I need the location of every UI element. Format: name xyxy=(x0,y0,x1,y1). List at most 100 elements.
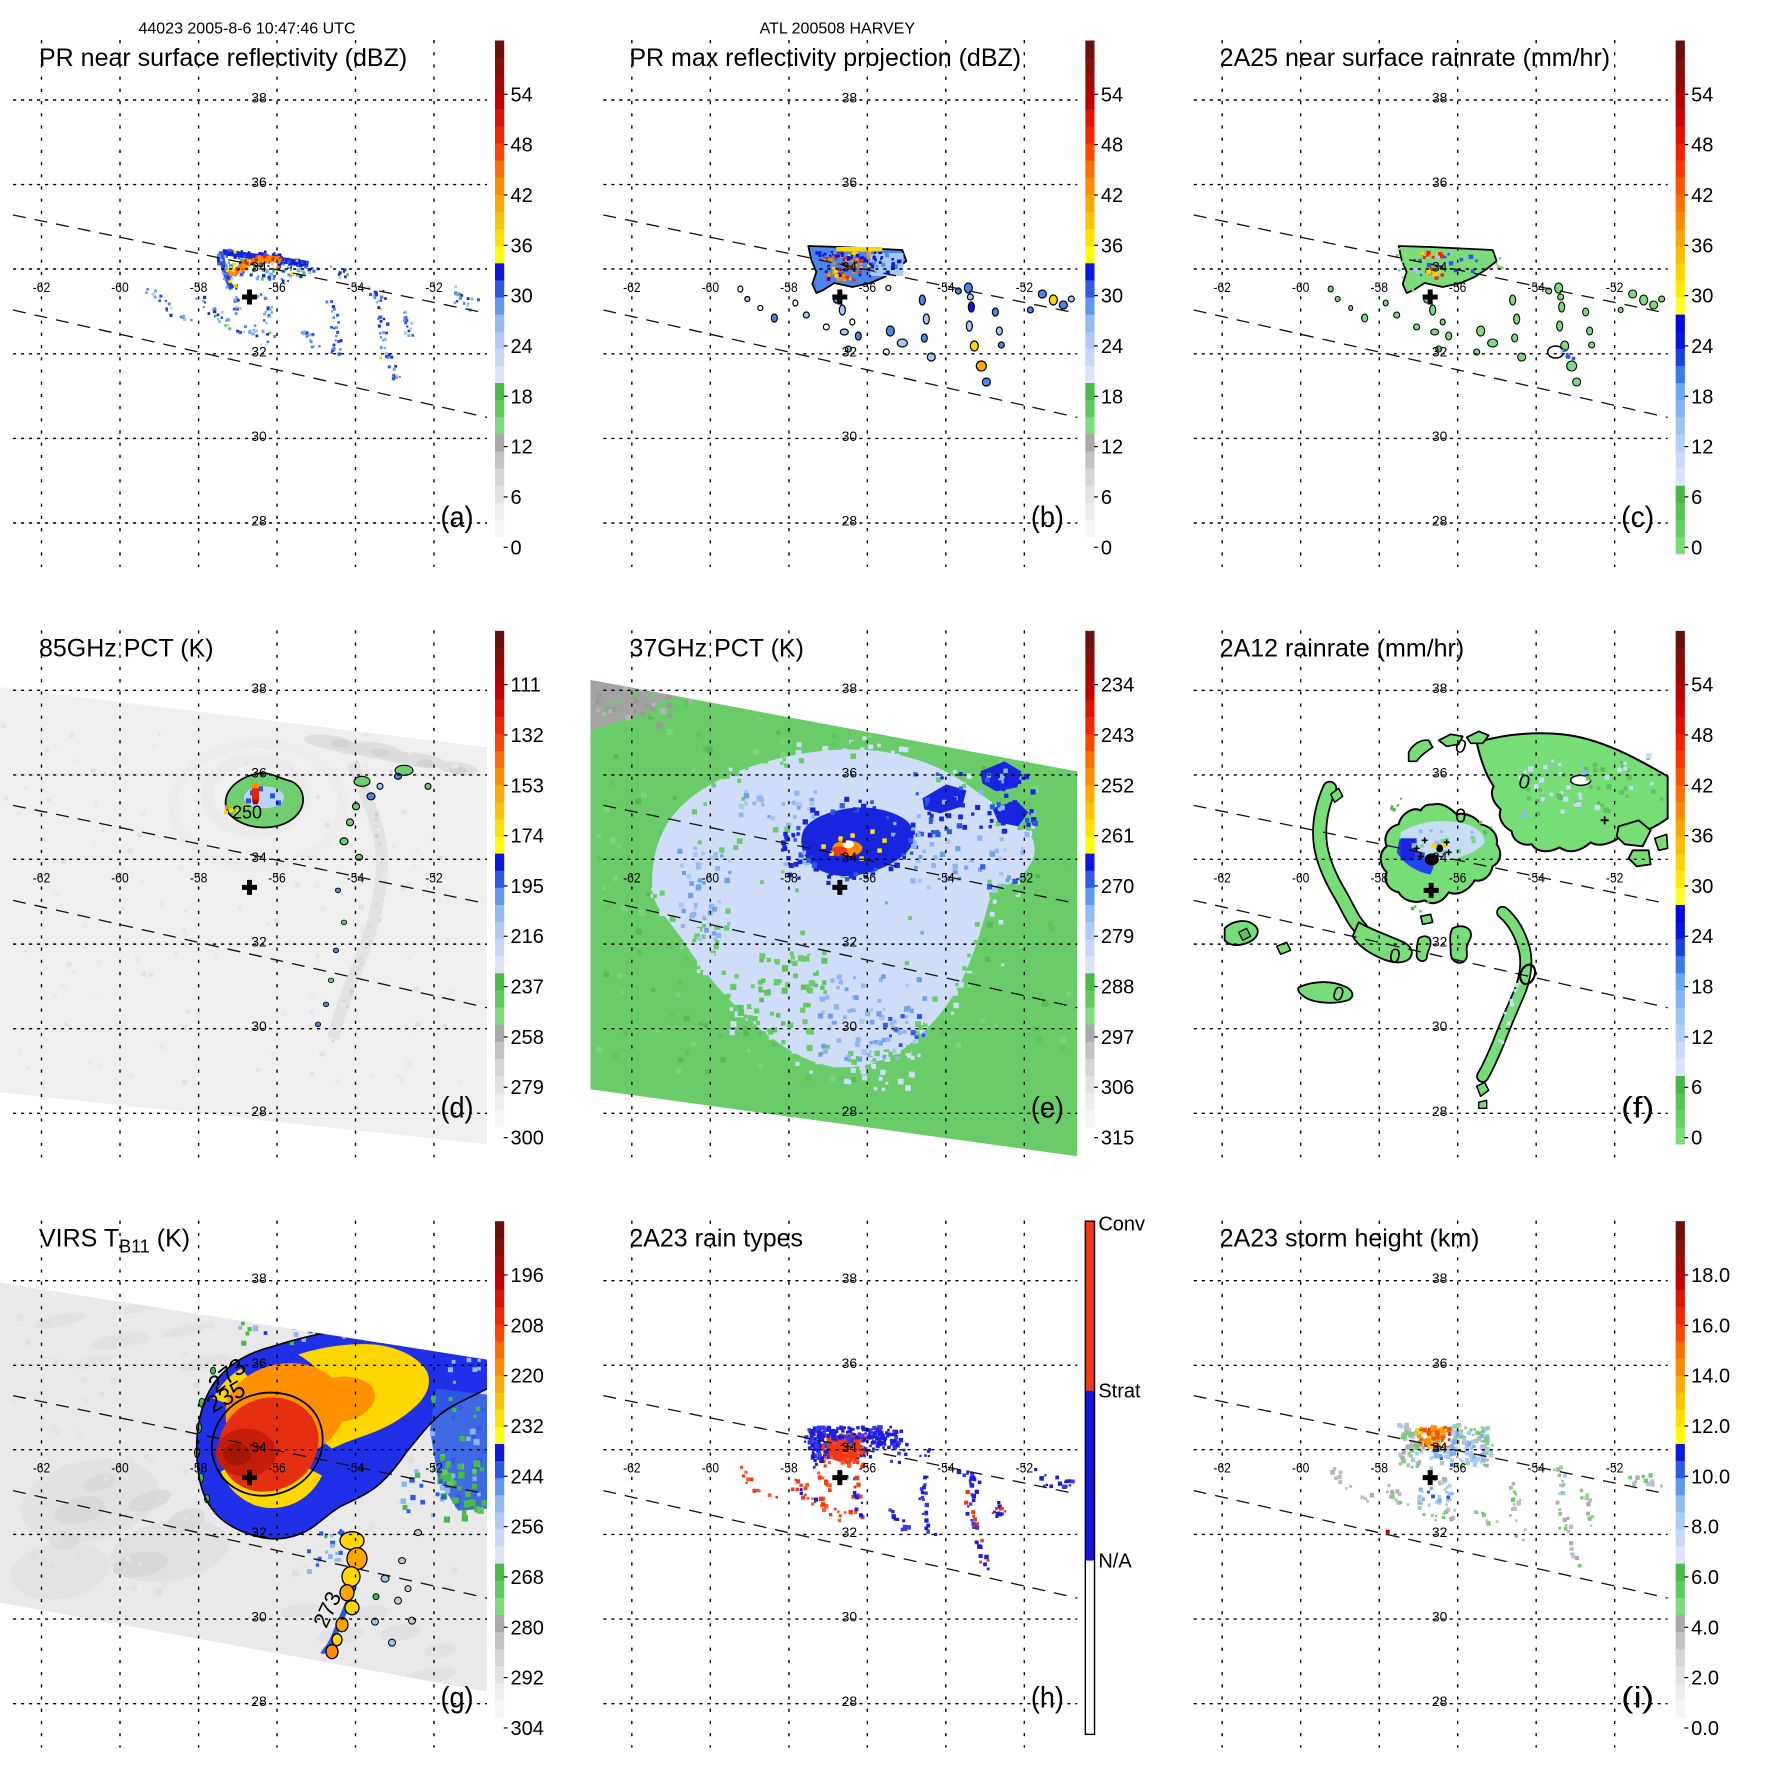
svg-text:-62: -62 xyxy=(33,869,51,885)
svg-text:12: 12 xyxy=(1691,437,1713,459)
svg-text:8.0: 8.0 xyxy=(1691,1517,1719,1539)
svg-text:36: 36 xyxy=(251,764,267,780)
svg-text:2A25 near surface rainrate (mm: 2A25 near surface rainrate (mm/hr) xyxy=(1220,44,1610,72)
svg-text:30: 30 xyxy=(251,428,267,444)
svg-text:30: 30 xyxy=(1432,1018,1448,1034)
svg-text:-62: -62 xyxy=(33,279,51,295)
svg-text:42: 42 xyxy=(1101,185,1123,207)
svg-text:-56: -56 xyxy=(1449,279,1467,295)
svg-text:28: 28 xyxy=(251,513,267,529)
svg-text:-56: -56 xyxy=(859,1460,877,1476)
svg-text:30: 30 xyxy=(1691,286,1713,308)
svg-text:279: 279 xyxy=(1101,926,1134,948)
svg-text:54: 54 xyxy=(1691,675,1713,697)
svg-text:195: 195 xyxy=(511,876,544,898)
svg-text:18.0: 18.0 xyxy=(1691,1265,1730,1287)
svg-text:10.0: 10.0 xyxy=(1691,1466,1730,1488)
svg-text:232: 232 xyxy=(511,1416,544,1438)
svg-text:18: 18 xyxy=(1691,977,1713,999)
svg-text:306: 306 xyxy=(1101,1077,1134,1099)
svg-text:-54: -54 xyxy=(1527,869,1545,885)
svg-text:2.0: 2.0 xyxy=(1691,1668,1719,1690)
svg-text:(i): (i) xyxy=(1621,1682,1654,1715)
svg-text:32: 32 xyxy=(1432,343,1448,359)
svg-text:32: 32 xyxy=(842,934,858,950)
svg-text:12: 12 xyxy=(511,437,533,459)
svg-text:24: 24 xyxy=(1101,336,1123,358)
svg-text:12: 12 xyxy=(1691,1027,1713,1049)
svg-text:-52: -52 xyxy=(425,1460,443,1476)
svg-text:36: 36 xyxy=(1432,1355,1448,1371)
svg-text:279: 279 xyxy=(511,1077,544,1099)
svg-text:(a): (a) xyxy=(441,501,474,534)
svg-text:-56: -56 xyxy=(859,869,877,885)
svg-text:0: 0 xyxy=(1691,537,1702,559)
svg-text:-56: -56 xyxy=(1449,1460,1467,1476)
svg-text:-54: -54 xyxy=(347,1460,365,1476)
svg-text:-54: -54 xyxy=(1527,1460,1545,1476)
svg-text:32: 32 xyxy=(251,1524,267,1540)
svg-text:36: 36 xyxy=(842,174,858,190)
svg-text:34: 34 xyxy=(842,259,858,275)
svg-text:234: 234 xyxy=(1101,675,1134,697)
svg-text:-60: -60 xyxy=(111,869,129,885)
svg-text:(h): (h) xyxy=(1031,1682,1064,1715)
svg-text:38: 38 xyxy=(842,90,858,106)
svg-text:Conv: Conv xyxy=(1098,1214,1145,1236)
svg-text:(g): (g) xyxy=(441,1682,474,1715)
svg-text:6: 6 xyxy=(511,487,522,509)
svg-text:32: 32 xyxy=(842,1524,858,1540)
svg-text:42: 42 xyxy=(1691,185,1713,207)
svg-text:PR max reflectivity projection: PR max reflectivity projection (dBZ) xyxy=(629,44,1021,72)
svg-text:30: 30 xyxy=(511,286,533,308)
svg-text:48: 48 xyxy=(511,135,533,157)
svg-text:34: 34 xyxy=(251,849,267,865)
svg-text:34: 34 xyxy=(842,849,858,865)
svg-text:6.0: 6.0 xyxy=(1691,1567,1719,1589)
svg-text:30: 30 xyxy=(251,1018,267,1034)
svg-text:-56: -56 xyxy=(268,869,286,885)
svg-text:38: 38 xyxy=(251,680,267,696)
svg-text:132: 132 xyxy=(511,725,544,747)
svg-text:36: 36 xyxy=(1691,235,1713,257)
svg-text:34: 34 xyxy=(251,1439,267,1455)
svg-text:-52: -52 xyxy=(1016,869,1034,885)
svg-text:-52: -52 xyxy=(1606,869,1624,885)
svg-text:0: 0 xyxy=(1516,770,1532,794)
svg-text:243: 243 xyxy=(1101,725,1134,747)
svg-text:44023 2005-8-6 10:47:46 UTC: 44023 2005-8-6 10:47:46 UTC xyxy=(138,21,355,38)
svg-text:30: 30 xyxy=(1432,1609,1448,1625)
svg-text:12: 12 xyxy=(1101,437,1123,459)
svg-text:-52: -52 xyxy=(1606,1460,1624,1476)
svg-text:-54: -54 xyxy=(937,279,955,295)
svg-text:34: 34 xyxy=(1432,849,1448,865)
svg-text:-58: -58 xyxy=(190,279,208,295)
svg-text:36: 36 xyxy=(251,1355,267,1371)
svg-text:37GHz PCT (K): 37GHz PCT (K) xyxy=(629,634,804,662)
svg-text:48: 48 xyxy=(1691,135,1713,157)
svg-text:-54: -54 xyxy=(937,1460,955,1476)
svg-text:0: 0 xyxy=(1455,805,1466,827)
svg-text:297: 297 xyxy=(1101,1027,1134,1049)
svg-text:24: 24 xyxy=(1691,336,1713,358)
svg-text:-58: -58 xyxy=(190,1460,208,1476)
svg-text:-60: -60 xyxy=(702,869,720,885)
svg-text:196: 196 xyxy=(511,1265,544,1287)
svg-text:111: 111 xyxy=(511,675,541,697)
svg-text:270: 270 xyxy=(1101,876,1134,898)
svg-text:30: 30 xyxy=(1101,286,1123,308)
svg-text:85GHz PCT (K): 85GHz PCT (K) xyxy=(39,634,214,662)
svg-text:-58: -58 xyxy=(780,1460,798,1476)
svg-text:18: 18 xyxy=(1101,386,1123,408)
svg-text:-60: -60 xyxy=(702,279,720,295)
svg-text:-60: -60 xyxy=(702,1460,720,1476)
svg-text:12.0: 12.0 xyxy=(1691,1416,1730,1438)
svg-text:54: 54 xyxy=(1101,84,1123,106)
svg-text:268: 268 xyxy=(511,1567,544,1589)
svg-text:-54: -54 xyxy=(347,869,365,885)
svg-text:32: 32 xyxy=(251,343,267,359)
svg-text:292: 292 xyxy=(511,1668,544,1690)
svg-text:N/A: N/A xyxy=(1098,1551,1132,1573)
svg-text:34: 34 xyxy=(842,1439,858,1455)
svg-text:0: 0 xyxy=(1330,982,1346,1006)
